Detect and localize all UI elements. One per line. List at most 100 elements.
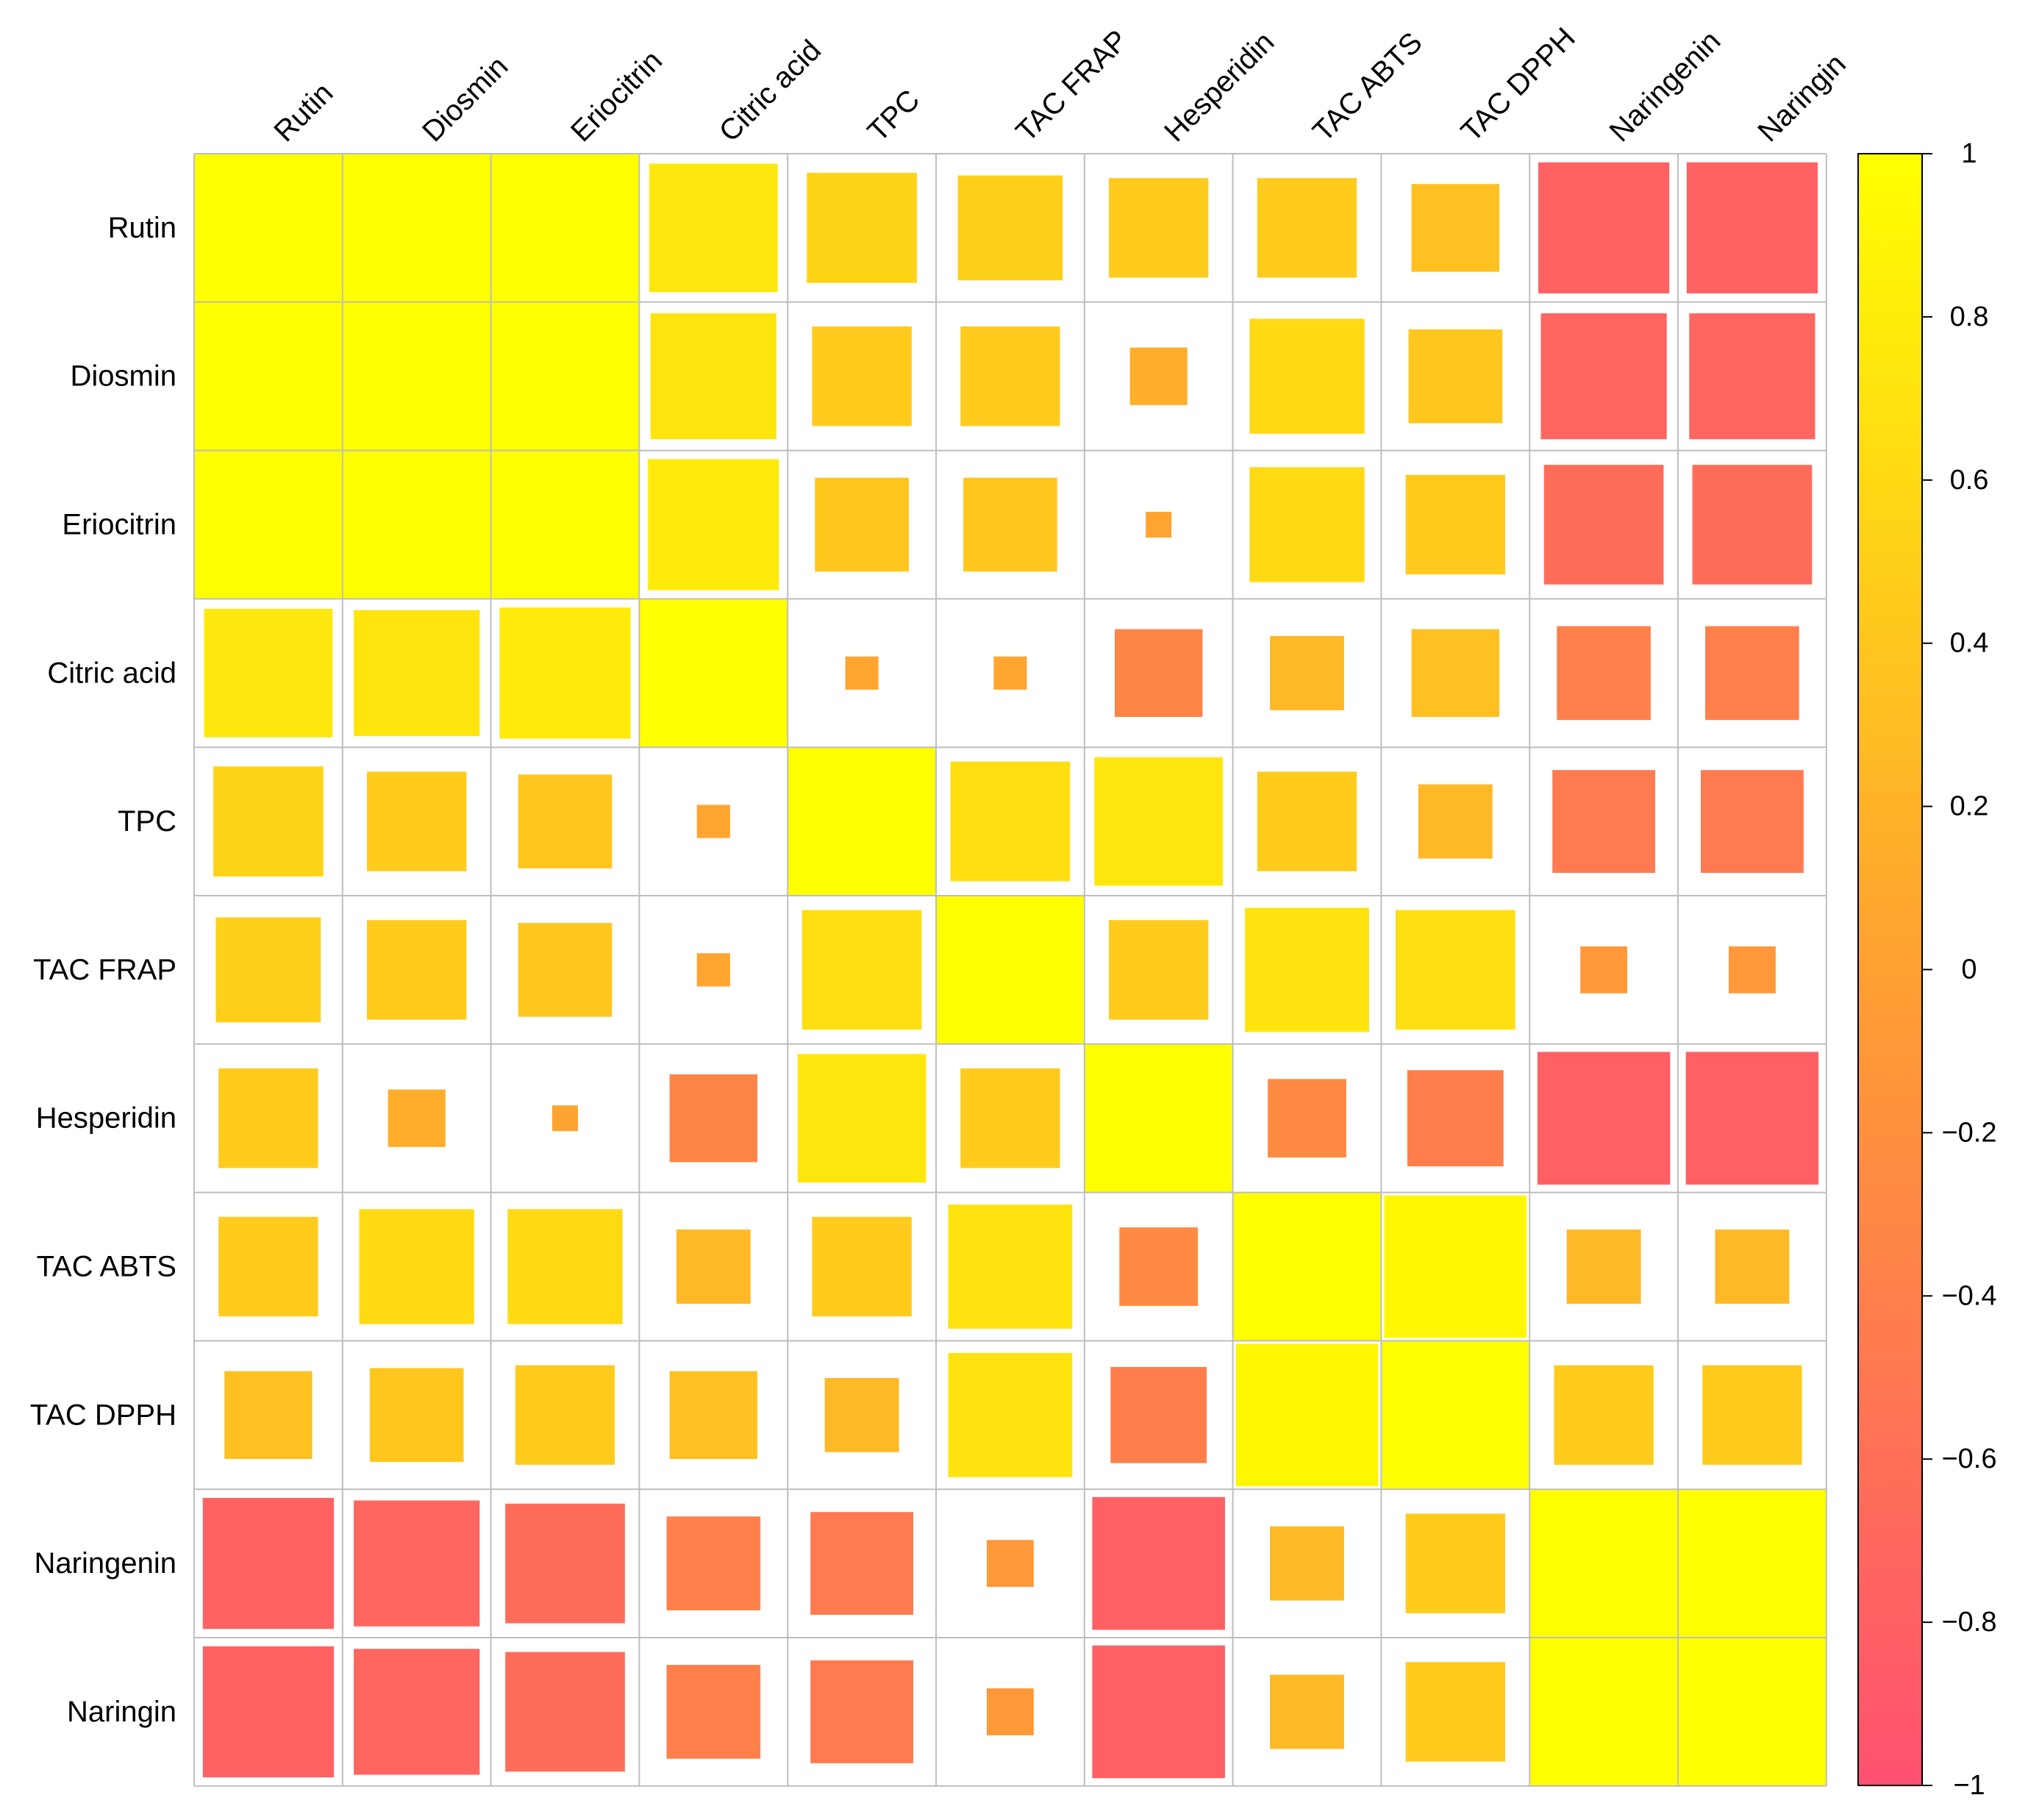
cell-tac-frap-hesperidin [1109, 920, 1209, 1020]
cell-rutin-citric-acid [649, 163, 778, 293]
cell-diosmin-hesperidin [1129, 347, 1188, 405]
cell-diosmin-citric-acid [650, 313, 776, 440]
cell-hesperidin-tac-dpph [1407, 1070, 1504, 1167]
column-label-diosmin: Diosmin [416, 50, 514, 148]
row-label-naringin: Naringin [67, 1696, 176, 1728]
cell-tac-dpph-tpc [824, 1377, 899, 1452]
cell-naringin-naringin [1678, 1638, 1827, 1786]
cell-naringin-eriocitrin [505, 1652, 625, 1772]
cell-tpc-tac-frap [950, 761, 1071, 882]
cell-citric-acid-citric-acid [639, 599, 788, 748]
cell-tpc-naringin [1700, 770, 1804, 873]
cell-eriocitrin-tpc [815, 477, 909, 572]
cell-tac-dpph-tac-dpph [1381, 1341, 1530, 1490]
cell-tpc-rutin [213, 766, 324, 877]
cell-eriocitrin-tac-abts [1249, 467, 1365, 582]
cell-citric-acid-naringin [1705, 626, 1799, 721]
cell-eriocitrin-citric-acid [648, 459, 779, 590]
cell-hesperidin-eriocitrin [552, 1105, 578, 1132]
column-label-naringin: Naringin [1752, 48, 1852, 148]
cell-naringin-naringenin [1529, 1638, 1678, 1786]
row-label-eriocitrin: Eriocitrin [62, 509, 176, 541]
cell-tac-frap-tac-dpph [1395, 910, 1515, 1030]
cell-naringenin-citric-acid [666, 1516, 761, 1610]
cell-rutin-naringenin [1538, 162, 1670, 294]
cell-hesperidin-naringin [1685, 1052, 1819, 1185]
heatmap-cells [194, 154, 1827, 1786]
cell-diosmin-naringin [1689, 313, 1815, 440]
cell-tpc-diosmin [367, 771, 467, 871]
cell-tpc-tpc [788, 747, 936, 896]
cell-eriocitrin-rutin [194, 450, 343, 599]
cell-tac-dpph-citric-acid [669, 1371, 757, 1459]
cell-eriocitrin-eriocitrin [490, 450, 640, 599]
cell-hesperidin-hesperidin [1084, 1043, 1233, 1193]
cell-tac-abts-tac-frap [948, 1205, 1073, 1329]
column-label-rutin: Rutin [268, 76, 339, 148]
cell-tac-frap-naringenin [1580, 946, 1627, 993]
cell-tac-abts-diosmin [359, 1209, 474, 1324]
cell-naringin-tac-dpph [1405, 1662, 1505, 1762]
cell-tpc-tac-abts [1257, 771, 1357, 871]
cell-tpc-tac-dpph [1418, 784, 1493, 859]
cell-tac-frap-tac-abts [1245, 907, 1369, 1032]
cell-naringenin-rutin [202, 1497, 335, 1630]
cell-eriocitrin-naringenin [1543, 465, 1664, 585]
cell-tac-dpph-hesperidin [1110, 1366, 1207, 1463]
cell-hesperidin-rutin [218, 1068, 318, 1168]
cell-rutin-hesperidin [1109, 178, 1209, 278]
row-label-naringenin: Naringenin [35, 1547, 176, 1580]
column-label-tac-dpph: TAC DPPH [1455, 21, 1582, 148]
cell-eriocitrin-tac-frap [963, 477, 1057, 572]
cell-rutin-tac-frap [957, 175, 1063, 281]
column-label-naringenin: Naringenin [1604, 24, 1727, 148]
column-label-tac-frap: TAC FRAP [1010, 24, 1134, 148]
colorbar-tick-label: −0.6 [1941, 1443, 1996, 1474]
cell-tac-dpph-diosmin [369, 1368, 464, 1463]
cell-tpc-naringenin [1552, 770, 1655, 873]
colorbar-tick-label: −0.2 [1941, 1117, 1996, 1148]
column-label-hesperidin: Hesperidin [1158, 26, 1280, 148]
row-label-tac-abts: TAC ABTS [37, 1251, 176, 1283]
cell-citric-acid-tac-abts [1270, 635, 1344, 710]
row-label-tpc: TPC [118, 805, 176, 838]
cell-naringenin-tac-frap [986, 1540, 1034, 1587]
cell-naringenin-tpc [810, 1512, 913, 1615]
cell-tac-abts-tpc [812, 1216, 912, 1317]
row-labels: Rutin Diosmin Eriocitrin Citric acid TPC TAC … [30, 212, 176, 1728]
cell-tac-frap-tpc [801, 910, 922, 1030]
cell-citric-acid-diosmin [354, 610, 480, 736]
cell-naringenin-naringin [1678, 1489, 1827, 1638]
row-label-diosmin: Diosmin [71, 360, 176, 393]
cell-rutin-eriocitrin [490, 154, 640, 302]
cell-tac-dpph-tac-frap [948, 1352, 1073, 1477]
cell-rutin-rutin [194, 154, 343, 302]
colorbar-tick-label: 0.6 [1950, 465, 1989, 496]
cell-rutin-diosmin [342, 154, 491, 302]
cell-diosmin-diosmin [342, 301, 491, 451]
cell-tac-dpph-naringin [1702, 1365, 1802, 1465]
cell-diosmin-tac-abts [1249, 318, 1365, 434]
cell-diosmin-tac-dpph [1408, 329, 1503, 424]
cell-hesperidin-naringenin [1537, 1052, 1671, 1185]
cell-naringin-tac-frap [986, 1688, 1034, 1735]
cell-hesperidin-tac-abts [1268, 1079, 1346, 1158]
cell-eriocitrin-diosmin [342, 450, 491, 599]
cell-tac-abts-naringenin [1566, 1230, 1641, 1304]
cell-citric-acid-tpc [845, 656, 879, 690]
colorbar-tick-label: −0.4 [1941, 1280, 1996, 1311]
column-label-citric-acid: Citric acid [713, 34, 827, 148]
cell-tpc-hesperidin [1094, 757, 1224, 886]
cell-citric-acid-naringenin [1557, 626, 1651, 721]
cell-diosmin-rutin [194, 301, 343, 451]
cell-tac-dpph-tac-abts [1235, 1343, 1379, 1487]
cell-hesperidin-tpc [797, 1054, 926, 1183]
cell-citric-acid-rutin [204, 608, 333, 738]
cell-naringin-tac-abts [1270, 1674, 1344, 1749]
cell-hesperidin-diosmin [388, 1089, 446, 1147]
cell-diosmin-tpc [812, 326, 912, 427]
cell-tac-dpph-eriocitrin [515, 1365, 615, 1465]
cell-hesperidin-tac-frap [960, 1068, 1060, 1168]
cell-tac-frap-rutin [215, 917, 321, 1023]
